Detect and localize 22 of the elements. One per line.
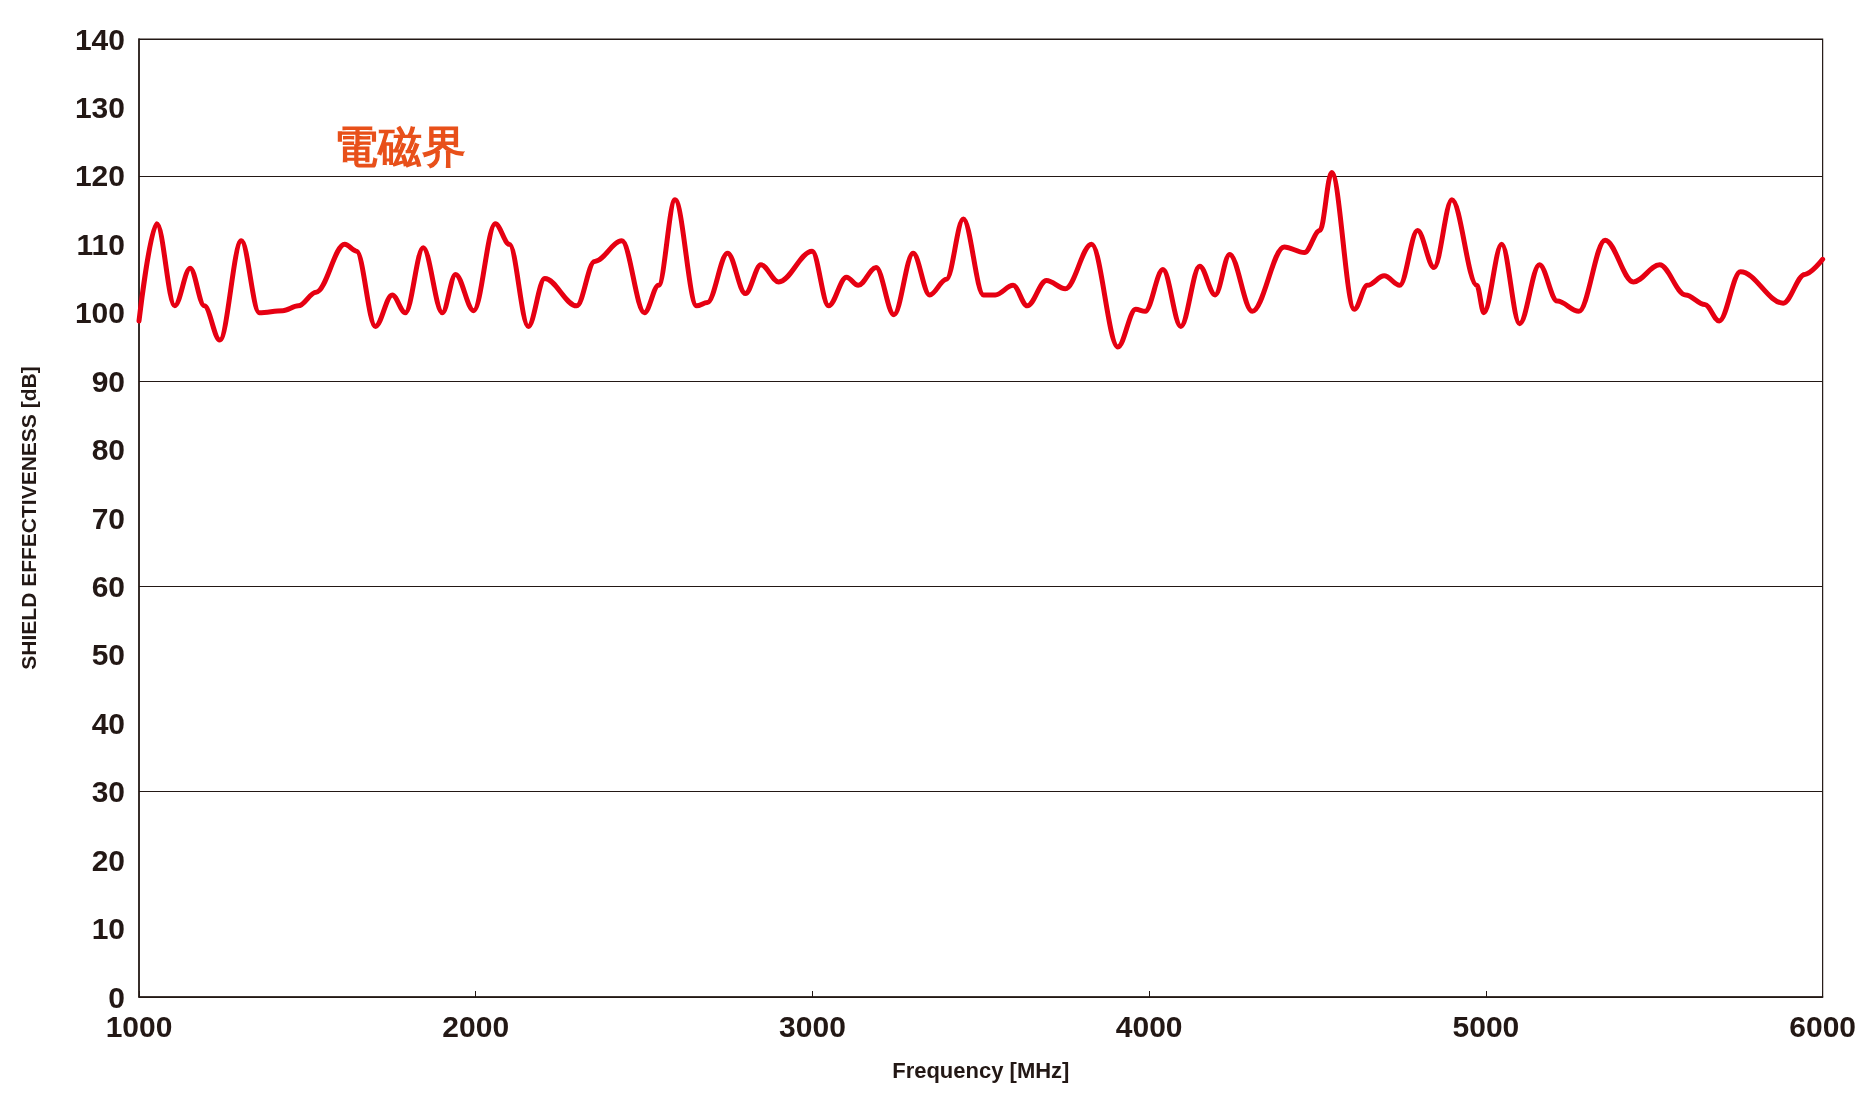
annotation: 電磁界 <box>334 121 466 171</box>
x-axis-title: Frequency [MHz] <box>892 1057 1070 1083</box>
y-tick-label: 50 <box>91 638 125 672</box>
x-tick-label: 6000 <box>1789 1009 1857 1043</box>
y-tick-label: 120 <box>74 159 125 193</box>
y-tick-label: 30 <box>91 775 125 809</box>
y-tick-label: 130 <box>74 90 125 124</box>
x-tick-label: 5000 <box>1452 1009 1520 1043</box>
x-tick-label: 2000 <box>442 1009 510 1043</box>
y-tick-label: 80 <box>91 433 125 467</box>
y-axis-title: SHIELD EFFECTIVENESS [dB] <box>17 366 40 670</box>
x-tick-label: 4000 <box>1115 1009 1183 1043</box>
y-tick-label: 60 <box>91 569 125 603</box>
y-tick-label: 20 <box>91 843 125 877</box>
y-tick-label: 100 <box>74 296 125 330</box>
y-tick-label: 90 <box>91 364 125 398</box>
y-tick-label: 40 <box>91 706 125 740</box>
y-tick-label: 140 <box>74 22 125 56</box>
y-tick-label: 10 <box>91 912 125 946</box>
x-tick-label: 3000 <box>779 1009 846 1043</box>
y-tick-label: 70 <box>91 501 125 535</box>
y-tick-label: 110 <box>76 227 125 261</box>
